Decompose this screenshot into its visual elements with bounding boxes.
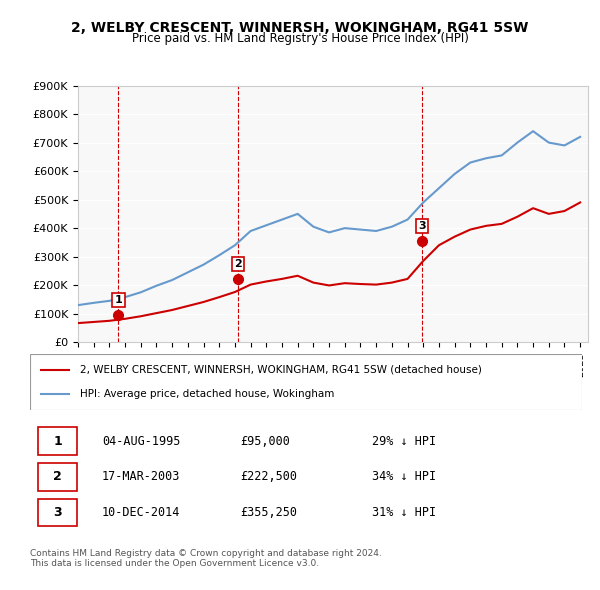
Text: Contains HM Land Registry data © Crown copyright and database right 2024.
This d: Contains HM Land Registry data © Crown c… — [30, 549, 382, 568]
Text: 04-AUG-1995: 04-AUG-1995 — [102, 435, 180, 448]
Text: £355,250: £355,250 — [240, 506, 297, 519]
Text: 29% ↓ HPI: 29% ↓ HPI — [372, 435, 436, 448]
Text: 17-MAR-2003: 17-MAR-2003 — [102, 470, 180, 483]
FancyBboxPatch shape — [38, 499, 77, 526]
Text: 3: 3 — [53, 506, 62, 519]
Text: 2, WELBY CRESCENT, WINNERSH, WOKINGHAM, RG41 5SW: 2, WELBY CRESCENT, WINNERSH, WOKINGHAM, … — [71, 21, 529, 35]
FancyBboxPatch shape — [30, 354, 582, 410]
FancyBboxPatch shape — [38, 463, 77, 491]
Text: 2, WELBY CRESCENT, WINNERSH, WOKINGHAM, RG41 5SW (detached house): 2, WELBY CRESCENT, WINNERSH, WOKINGHAM, … — [80, 365, 482, 375]
Text: £95,000: £95,000 — [240, 435, 290, 448]
FancyBboxPatch shape — [78, 86, 588, 342]
Text: 10-DEC-2014: 10-DEC-2014 — [102, 506, 180, 519]
Text: 34% ↓ HPI: 34% ↓ HPI — [372, 470, 436, 483]
Text: 1: 1 — [53, 435, 62, 448]
Text: 3: 3 — [418, 221, 426, 231]
Text: 31% ↓ HPI: 31% ↓ HPI — [372, 506, 436, 519]
Text: Price paid vs. HM Land Registry's House Price Index (HPI): Price paid vs. HM Land Registry's House … — [131, 32, 469, 45]
Text: 2: 2 — [53, 470, 62, 483]
FancyBboxPatch shape — [38, 427, 77, 455]
Text: 1: 1 — [115, 295, 122, 305]
Text: £222,500: £222,500 — [240, 470, 297, 483]
Text: HPI: Average price, detached house, Wokingham: HPI: Average price, detached house, Woki… — [80, 389, 334, 399]
Text: 2: 2 — [235, 259, 242, 269]
